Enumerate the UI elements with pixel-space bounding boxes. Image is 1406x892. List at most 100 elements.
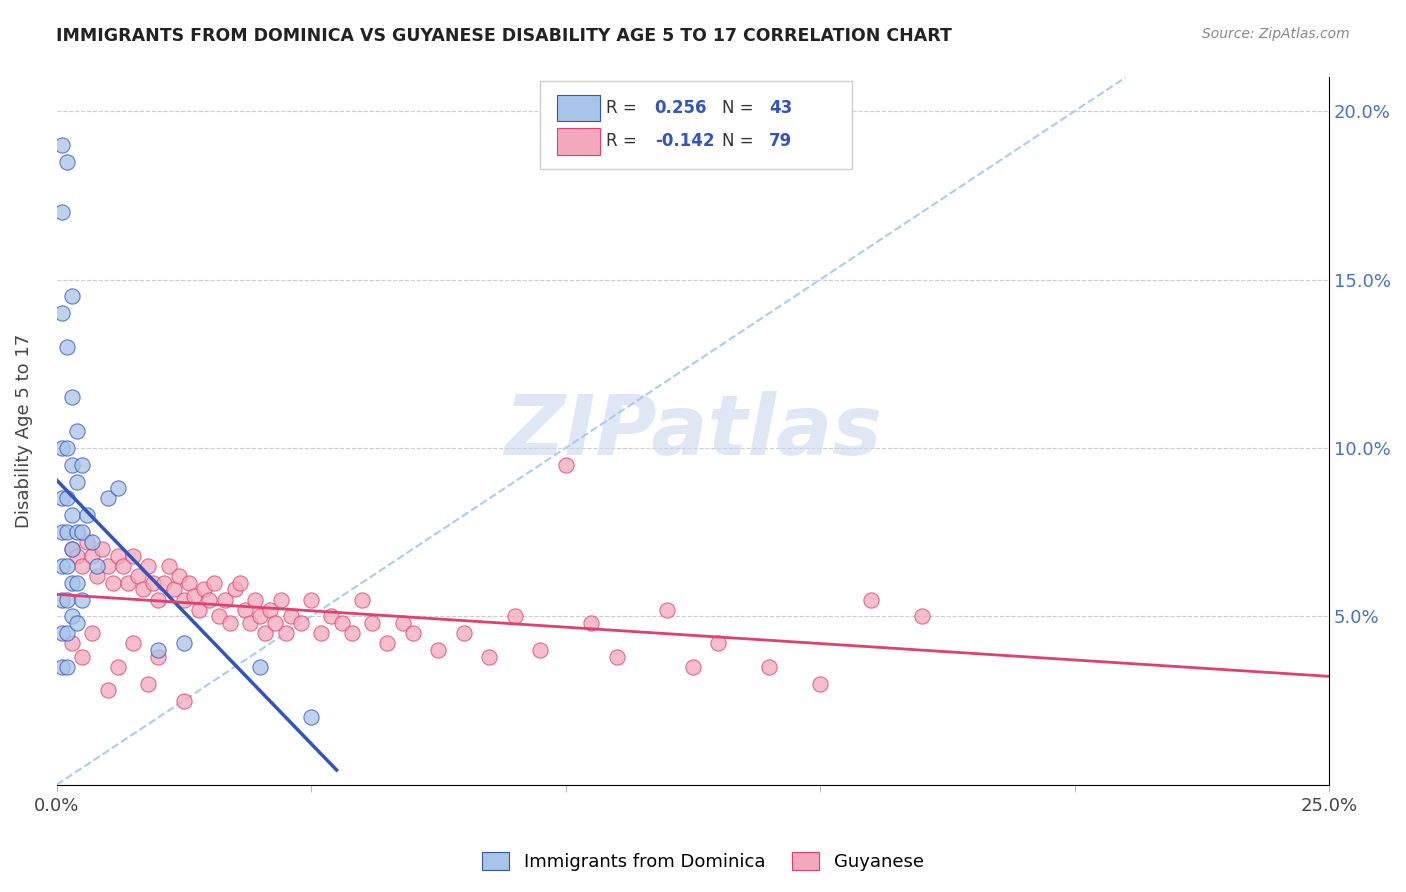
Point — [66, 549, 89, 563]
Point — [682, 660, 704, 674]
Point — [51, 205, 73, 219]
Text: R =: R = — [606, 99, 643, 117]
Point — [290, 616, 312, 631]
Point — [299, 710, 322, 724]
Point — [111, 558, 134, 573]
Point — [101, 575, 124, 590]
Point — [56, 592, 79, 607]
Text: -0.142: -0.142 — [655, 132, 714, 150]
Point — [82, 626, 104, 640]
Y-axis label: Disability Age 5 to 17: Disability Age 5 to 17 — [15, 334, 32, 528]
Text: 79: 79 — [769, 132, 793, 150]
Point — [66, 525, 89, 540]
Point — [657, 602, 679, 616]
Point — [70, 458, 93, 472]
Point — [70, 592, 93, 607]
Point — [51, 306, 73, 320]
Point — [60, 289, 83, 303]
Point — [321, 609, 343, 624]
Point — [173, 693, 195, 707]
Point — [427, 643, 450, 657]
Point — [117, 575, 139, 590]
Point — [107, 481, 129, 495]
Point — [167, 569, 190, 583]
Point — [56, 340, 79, 354]
Point — [707, 636, 730, 650]
Point — [808, 676, 831, 690]
Point — [136, 558, 159, 573]
Point — [56, 491, 79, 506]
Point — [107, 660, 129, 674]
Point — [264, 616, 287, 631]
FancyBboxPatch shape — [557, 128, 600, 154]
Legend: Immigrants from Dominica, Guyanese: Immigrants from Dominica, Guyanese — [475, 845, 931, 879]
Point — [96, 558, 118, 573]
Point — [270, 592, 292, 607]
Point — [198, 592, 221, 607]
Point — [860, 592, 883, 607]
Point — [311, 626, 333, 640]
Point — [259, 602, 281, 616]
Point — [127, 569, 149, 583]
Text: N =: N = — [723, 99, 759, 117]
Point — [56, 441, 79, 455]
Point — [503, 609, 526, 624]
Point — [911, 609, 934, 624]
Point — [478, 649, 501, 664]
Point — [86, 569, 108, 583]
Point — [132, 582, 155, 597]
Point — [579, 616, 602, 631]
Point — [330, 616, 353, 631]
Point — [529, 643, 551, 657]
Point — [350, 592, 373, 607]
Point — [148, 643, 170, 657]
Point — [82, 535, 104, 549]
Point — [233, 602, 256, 616]
Point — [254, 626, 277, 640]
Point — [51, 592, 73, 607]
Point — [188, 602, 211, 616]
Point — [249, 609, 271, 624]
Text: N =: N = — [723, 132, 759, 150]
Point — [202, 575, 225, 590]
Point — [605, 649, 627, 664]
Point — [391, 616, 413, 631]
Point — [91, 541, 114, 556]
Text: 0.256: 0.256 — [655, 99, 707, 117]
Point — [280, 609, 302, 624]
Point — [136, 676, 159, 690]
Point — [177, 575, 200, 590]
Point — [142, 575, 165, 590]
Point — [183, 589, 205, 603]
Point — [249, 660, 271, 674]
Point — [96, 491, 118, 506]
Point — [70, 558, 93, 573]
Point — [51, 525, 73, 540]
Point — [148, 592, 170, 607]
Point — [70, 649, 93, 664]
Point — [51, 137, 73, 152]
Point — [122, 549, 145, 563]
Point — [758, 660, 780, 674]
Point — [51, 626, 73, 640]
Point — [51, 491, 73, 506]
Point — [76, 508, 98, 523]
Point — [340, 626, 363, 640]
Point — [56, 525, 79, 540]
Point — [60, 458, 83, 472]
FancyBboxPatch shape — [557, 95, 600, 121]
Point — [122, 636, 145, 650]
Point — [402, 626, 425, 640]
Point — [70, 525, 93, 540]
Point — [96, 683, 118, 698]
Point — [377, 636, 399, 650]
Point — [157, 558, 180, 573]
Point — [229, 575, 252, 590]
Point — [60, 391, 83, 405]
Point — [361, 616, 384, 631]
Point — [51, 660, 73, 674]
Point — [214, 592, 236, 607]
Point — [56, 154, 79, 169]
Point — [56, 660, 79, 674]
Point — [51, 558, 73, 573]
